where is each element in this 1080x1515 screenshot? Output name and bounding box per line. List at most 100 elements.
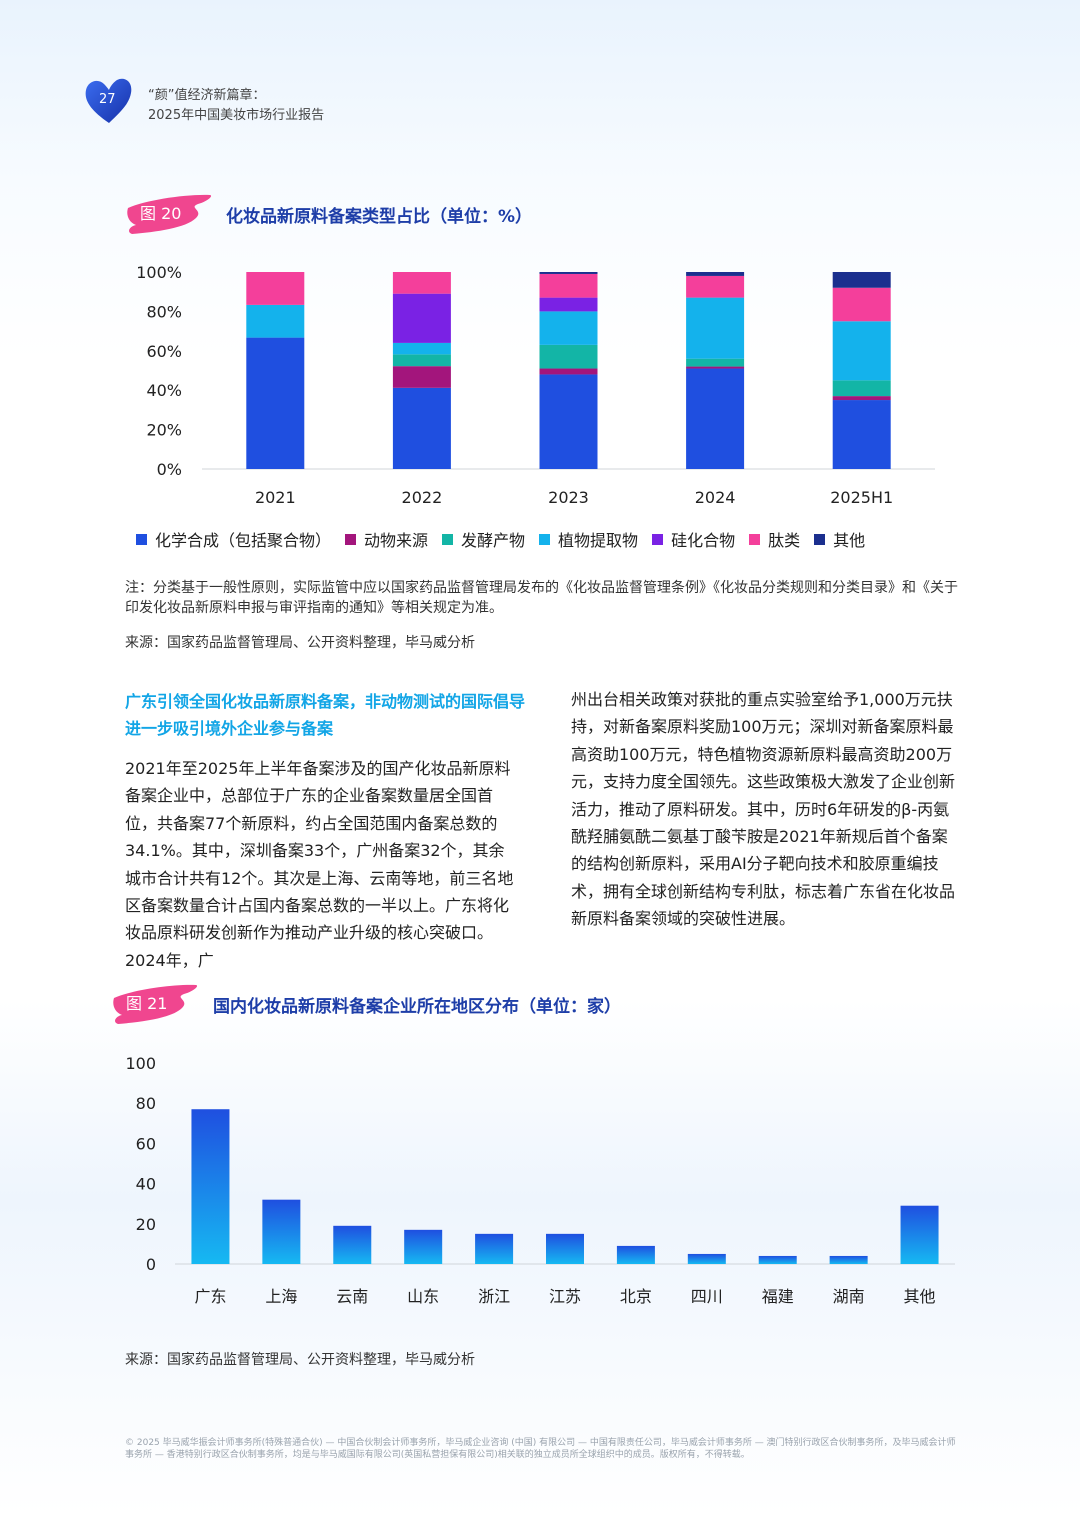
bar-segment (539, 273, 598, 298)
x-tick-label: 云南 (336, 1287, 368, 1306)
bar-segment (246, 304, 305, 338)
bar (262, 1199, 301, 1264)
x-tick-label: 2024 (695, 488, 736, 507)
y-tick-label: 40% (146, 381, 182, 400)
page-number: 27 (99, 92, 116, 107)
legend-swatch (749, 533, 761, 545)
bar-segment (832, 380, 891, 397)
x-tick-label: 上海 (265, 1287, 297, 1306)
bar (616, 1245, 655, 1264)
figure-20-note: 注：分类基于一般性原则，实际监管中应以国家药品监督管理局发布的《化妆品监督管理条… (125, 580, 958, 616)
article-paragraph-right: 州出台相关政策对获批的重点实验室给予1,000万元扶持，对新备案原料奖励100万… (571, 690, 956, 929)
bar-segment (539, 368, 598, 375)
bar-segment (392, 272, 451, 294)
figure-20-label: 图 20 (140, 204, 182, 223)
x-tick-label: 四川 (691, 1287, 723, 1306)
bar-segment (686, 275, 745, 298)
figure-20-tag: 图 20 (126, 192, 216, 234)
legend-item-other: 其他 (814, 527, 865, 551)
x-tick-label: 江苏 (549, 1287, 581, 1306)
bar-segment (686, 297, 745, 359)
bar-segment (539, 374, 598, 469)
legend-label: 化学合成（包括聚合物） (155, 531, 332, 550)
legend-label: 动物来源 (364, 531, 429, 550)
y-tick-label: 80% (146, 302, 182, 321)
bar (829, 1255, 868, 1264)
bar (900, 1205, 939, 1264)
y-tick-label: 100 (125, 1054, 156, 1073)
brush-stroke-icon (113, 984, 198, 1024)
legend-swatch (814, 533, 826, 545)
legend-item-plant: 植物提取物 (539, 527, 638, 551)
bar-segment (832, 287, 891, 322)
stacked-bar-chart: 0% 20% 40% 60% 80% 100% 2021 2022 2023 2024 2025H1 (136, 263, 935, 507)
y-tick-label: 0 (146, 1255, 156, 1274)
y-tick-label: 20% (146, 421, 182, 440)
report-logo: 27 (84, 76, 134, 126)
figure-21-title: 国内化妆品新原料备案企业所在地区分布（单位：家） (213, 997, 621, 1017)
bar-segment (539, 311, 598, 345)
bar (404, 1229, 443, 1264)
bar-segment (392, 354, 451, 367)
legend-item-animal: 动物来源 (345, 527, 428, 551)
legend-swatch (539, 533, 551, 545)
legend-label: 植物提取物 (558, 531, 639, 550)
x-tick-label: 其他 (904, 1287, 936, 1306)
bar (546, 1233, 584, 1264)
bar-segment (686, 358, 745, 367)
bar-segment (539, 344, 598, 369)
brush-stroke-icon (127, 194, 212, 234)
legend-item-silicon: 硅化合物 (652, 527, 735, 551)
legend-swatch (136, 533, 147, 545)
legend-item-chemical: 化学合成（包括聚合物） (136, 527, 331, 551)
bar-segment (686, 368, 745, 469)
report-title-line1: “颜”值经济新篇章： (148, 88, 266, 103)
legend-swatch (652, 533, 664, 545)
y-tick-label: 40 (136, 1175, 156, 1194)
bar-segment (392, 293, 451, 343)
legend-item-ferment: 发酵产物 (442, 527, 525, 551)
legend-label: 发酵产物 (461, 531, 526, 550)
report-title-line2: 2025年中国美妆市场行业报告 (148, 108, 325, 123)
x-tick-label: 广东 (194, 1287, 226, 1306)
legend-label: 硅化合物 (671, 531, 736, 550)
bar-segment (246, 272, 305, 305)
bar (333, 1225, 372, 1264)
figure-20-source: 来源：国家药品监督管理局、公开资料整理，毕马威分析 (125, 635, 475, 651)
bar-segment (832, 396, 891, 401)
legend-swatch (345, 533, 357, 545)
bar-segment (832, 272, 891, 288)
legend-label: 肽类 (768, 531, 801, 550)
figure-21-label: 图 21 (126, 994, 168, 1013)
section-heading: 广东引领全国化妆品新原料备案，非动物测试的国际倡导进一步吸引境外企业参与备案 (125, 692, 526, 738)
y-tick-label: 0% (157, 460, 182, 479)
bar-segment (686, 366, 745, 369)
bar-segment (392, 366, 451, 388)
chart-legend: 化学合成（包括聚合物） 动物来源 发酵产物 植物提取物 硅化合物 肽类 其他 (136, 527, 879, 551)
bar-segment (539, 297, 598, 312)
y-tick-label: 60 (136, 1134, 156, 1153)
bar (758, 1255, 797, 1264)
x-tick-label: 福建 (762, 1287, 794, 1306)
x-tick-label: 湖南 (833, 1287, 865, 1306)
x-tick-label: 2022 (402, 488, 443, 507)
figure-21-tag: 图 21 (112, 982, 202, 1024)
y-tick-label: 20 (136, 1215, 156, 1234)
legend-label: 其他 (833, 531, 866, 550)
bar-segment (246, 337, 305, 469)
bar (687, 1253, 726, 1264)
figure-20-title: 化妆品新原料备案类型占比（单位：%） (226, 207, 533, 227)
x-tick-label: 2023 (548, 488, 589, 507)
legend-swatch (442, 533, 454, 545)
heart-logo-icon (85, 78, 132, 123)
copyright-footer: © 2025 毕马威华振会计师事务所(特殊普通合伙) — 中国合伙制会计师事务所… (125, 1438, 956, 1460)
region-bar-chart: 0 20 40 60 80 100 广东 上海 云南 山东 浙江 江苏 北京 四川 福建 湖南 其他 (125, 1054, 955, 1306)
figure-21-source: 来源：国家药品监督管理局、公开资料整理，毕马威分析 (125, 1352, 475, 1368)
report-title: “颜”值经济新篇章： 2025年中国美妆市场行业报告 (148, 86, 324, 126)
y-tick-label: 60% (146, 342, 182, 361)
x-tick-label: 2021 (255, 488, 296, 507)
x-tick-label: 浙江 (478, 1287, 510, 1306)
bar-segment (686, 272, 745, 276)
bar-segment (392, 387, 451, 469)
article-paragraph-left: 2021年至2025年上半年备案涉及的国产化妆品新原料备案企业中，总部位于广东的… (125, 759, 514, 970)
